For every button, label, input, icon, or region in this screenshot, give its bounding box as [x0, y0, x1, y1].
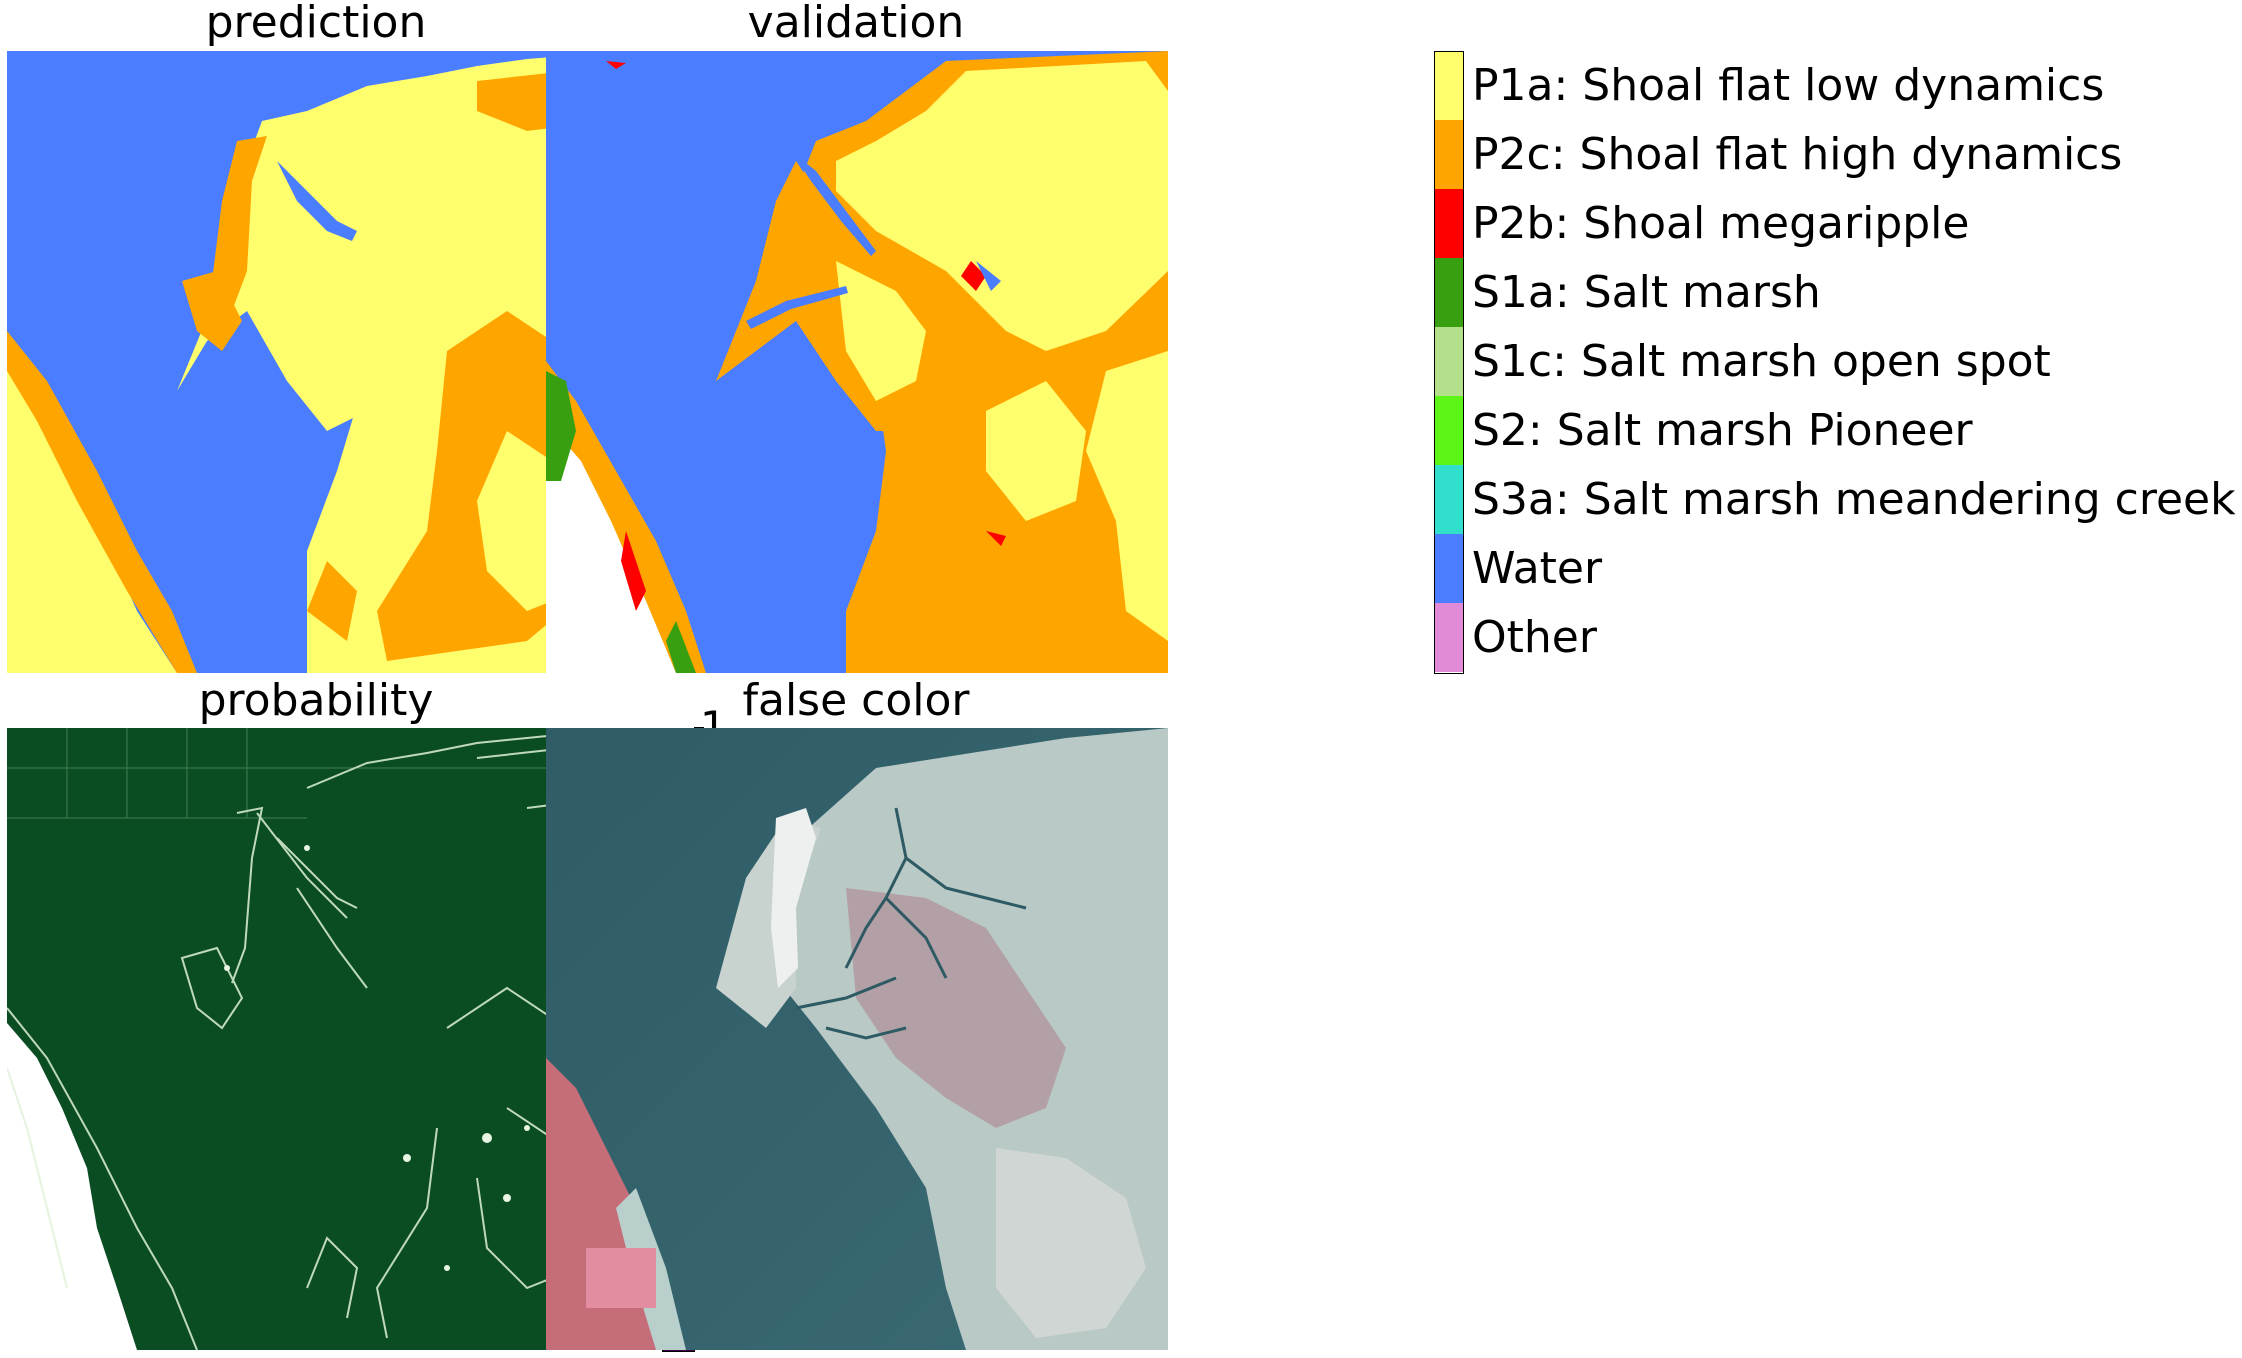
legend-item: S1a: Salt marsh [1434, 258, 2234, 327]
legend-label: S1c: Salt marsh open spot [1472, 336, 2051, 387]
legend-label: Water [1472, 543, 1603, 594]
validation-title: validation [747, 0, 965, 48]
legend-label: S2: Salt marsh Pioneer [1472, 405, 1973, 456]
prediction-map [7, 51, 629, 673]
legend-label: P2c: Shoal flat high dynamics [1472, 129, 2123, 180]
legend-item: Other [1434, 603, 2234, 672]
prediction-title: prediction [205, 0, 427, 48]
legend-item: P2c: Shoal flat high dynamics [1434, 120, 2234, 189]
legend-label: P2b: Shoal megaripple [1472, 198, 1970, 249]
legend-swatch [1434, 258, 1464, 327]
probability-map [7, 728, 629, 1350]
legend-swatch [1434, 120, 1464, 189]
legend-label: P1a: Shoal flat low dynamics [1472, 60, 2105, 111]
legend-item: S2: Salt marsh Pioneer [1434, 396, 2234, 465]
legend-item: S3a: Salt marsh meandering creek [1434, 465, 2236, 534]
validation-map [546, 51, 1168, 673]
legend-label: S1a: Salt marsh [1472, 267, 1821, 318]
false-color-image [546, 728, 1168, 1350]
legend-item: S1c: Salt marsh open spot [1434, 327, 2234, 396]
legend-swatch [1434, 51, 1464, 120]
legend-swatch [1434, 396, 1464, 465]
false-color-title: false color [742, 675, 970, 726]
legend-swatch [1434, 534, 1464, 603]
legend-item: P2b: Shoal megaripple [1434, 189, 2234, 258]
legend-item: P1a: Shoal flat low dynamics [1434, 51, 2234, 120]
legend-swatch [1434, 327, 1464, 396]
legend-swatch [1434, 603, 1464, 672]
legend-label: S3a: Salt marsh meandering creek [1472, 474, 2236, 525]
legend-item: Water [1434, 534, 2234, 603]
legend-swatch [1434, 189, 1464, 258]
legend-swatch [1434, 465, 1464, 534]
legend-label: Other [1472, 612, 1597, 663]
probability-title: probability [198, 675, 434, 726]
